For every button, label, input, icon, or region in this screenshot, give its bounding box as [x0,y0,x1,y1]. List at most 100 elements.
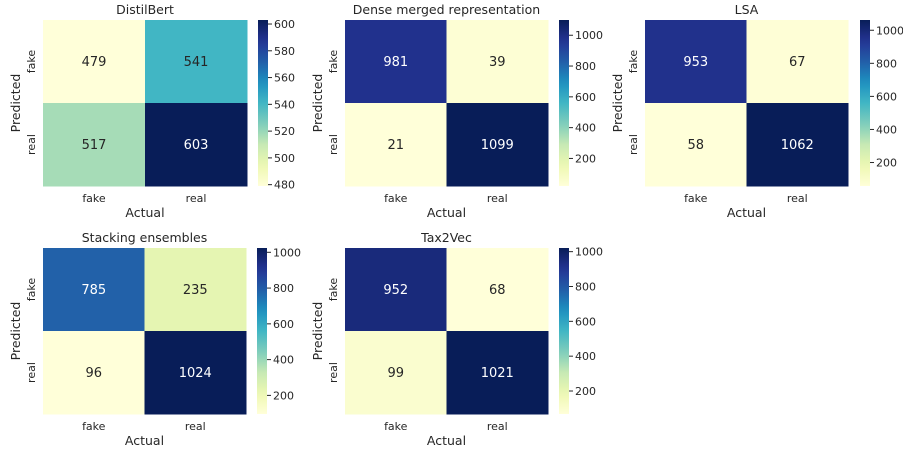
colorbar-tick-label: 600 [273,318,294,331]
x-tick-label: real [787,192,808,205]
colorbar-tick-label: 600 [274,18,295,31]
cell-value-label: 952 [383,283,408,298]
x-tick-label: fake [82,192,106,205]
cell-value-label: 1024 [179,366,212,381]
chart-title: LSA [735,2,759,17]
x-axis-label: Actual [727,205,766,220]
y-axis-label: Predicted [8,302,23,361]
x-tick-label: fake [384,192,408,205]
colorbar-tick-label: 540 [274,98,295,111]
cell-value-label: 479 [82,55,107,70]
colorbar-tick-label: 400 [575,350,596,363]
heatmap-cell [345,248,447,332]
cell-value-label: 39 [489,55,506,70]
heatmap-cell [43,103,146,187]
heatmap-cell [145,20,248,104]
x-tick-label: fake [684,192,708,205]
colorbar-tick-label: 1000 [575,246,603,259]
heatmap-cell [446,103,549,187]
colorbar-tick-label: 600 [575,91,596,104]
cell-value-label: 67 [789,55,806,70]
cell-value-label: 58 [687,138,704,153]
heatmap-cell [145,103,248,187]
colorbar-tick-label: 400 [876,123,897,136]
x-tick-label: real [186,192,207,205]
cell-value-label: 1062 [781,138,814,153]
chart-title: Stacking ensembles [82,230,208,245]
cell-value-label: 21 [387,138,404,153]
x-tick-label: fake [384,420,408,433]
y-tick-label: real [25,362,38,383]
colorbar-tick-label: 800 [876,57,897,70]
colorbar-tick-label: 800 [575,60,596,73]
x-tick-label: fake [82,420,106,433]
y-tick-label: real [327,362,340,383]
colorbar-tick-label: 400 [575,122,596,135]
heatmap-cell [345,20,447,104]
x-axis-label: Actual [125,433,164,448]
heatmap-cell [144,331,247,415]
colorbar-tick-label: 200 [876,157,897,170]
heatmap-cell [43,20,146,104]
heatmap-cell [345,103,447,187]
heatmap-cell [446,248,549,332]
colorbar-tick-label: 200 [575,152,596,165]
heatmap-cell [446,20,549,104]
colorbar [559,20,569,186]
chart-title: Tax2Vec [420,230,472,245]
colorbar-tick-label: 800 [273,282,294,295]
cell-value-label: 541 [184,55,209,70]
colorbar [257,248,267,414]
cell-value-label: 68 [489,283,506,298]
y-tick-label: real [327,134,340,155]
cell-value-label: 96 [85,366,102,381]
y-axis-label: Predicted [310,302,325,361]
colorbar [860,20,870,186]
colorbar-tick-label: 600 [876,90,897,103]
heatmap-cell [446,331,549,415]
cell-value-label: 953 [683,55,708,70]
cell-value-label: 517 [82,138,107,153]
colorbar-tick-label: 200 [273,389,294,402]
colorbar-tick-label: 1000 [876,24,903,37]
heatmap-cell [645,20,747,104]
cell-value-label: 99 [387,366,404,381]
x-axis-label: Actual [125,205,164,220]
heatmap-cell [43,248,145,332]
colorbar-tick-label: 500 [274,152,295,165]
y-tick-label: real [25,134,38,155]
cell-value-label: 1099 [481,138,514,153]
colorbar-tick-label: 600 [575,315,596,328]
heatmap-cell [746,20,849,104]
colorbar [559,248,569,414]
heatmap-cell [645,103,747,187]
x-tick-label: real [487,420,508,433]
heatmap-panel-2: 981 39 21 1099 Dense merged representation fa… [310,2,603,220]
x-tick-label: real [185,420,206,433]
colorbar-tick-label: 800 [575,280,596,293]
colorbar-tick-label: 1000 [273,246,301,259]
heatmap-panel-5: 952 68 99 1021 Tax2Vec fake real Actual fake real… [310,230,603,448]
colorbar-tick-label: 580 [274,45,295,58]
heatmap-cell [43,331,145,415]
cell-value-label: 785 [81,283,106,298]
cell-value-label: 1021 [481,366,514,381]
y-axis-label: Predicted [310,74,325,133]
heatmap-panel-1: 479 541 517 603 DistilBert fake real Actual fake… [8,2,295,220]
y-tick-label: fake [25,50,38,74]
colorbar [258,20,268,186]
y-axis-label: Predicted [8,74,23,133]
y-tick-label: fake [627,50,640,74]
colorbar-tick-label: 560 [274,72,295,85]
heatmap-cell [144,248,247,332]
cell-value-label: 235 [183,283,208,298]
x-axis-label: Actual [427,433,466,448]
colorbar-tick-label: 480 [274,179,295,192]
chart-title: Dense merged representation [353,2,540,17]
cell-value-label: 603 [184,138,209,153]
heatmap-cell [746,103,849,187]
x-tick-label: real [487,192,508,205]
